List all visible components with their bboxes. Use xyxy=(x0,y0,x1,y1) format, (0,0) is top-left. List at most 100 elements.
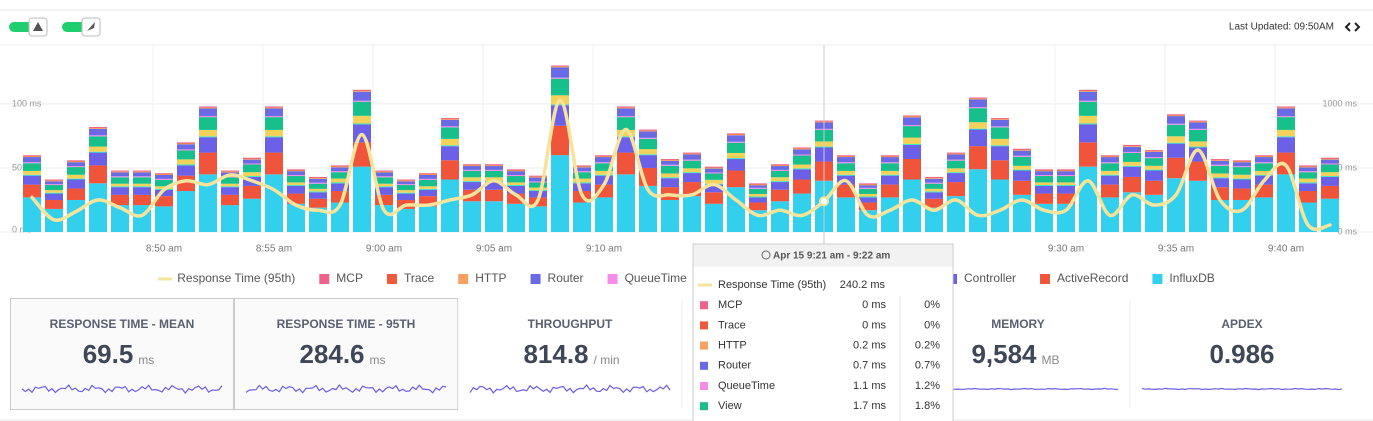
bar-segment xyxy=(595,157,613,163)
bar-segment xyxy=(1101,163,1119,171)
bar-segment xyxy=(1057,171,1075,176)
alert-icon xyxy=(33,22,43,31)
bar-segment xyxy=(1013,155,1031,157)
bar-segment xyxy=(771,169,789,171)
toggle[interactable] xyxy=(9,22,33,32)
bar-segment xyxy=(133,176,151,178)
bar-segment xyxy=(1299,183,1317,192)
bar-segment xyxy=(1101,175,1119,185)
bar-segment xyxy=(1123,176,1141,193)
bar-segment xyxy=(375,194,393,206)
bar-segment xyxy=(881,157,899,163)
sparkline xyxy=(21,384,223,394)
bar-segment xyxy=(771,164,789,166)
bar-segment xyxy=(353,90,371,92)
bar-segment xyxy=(1013,156,1031,166)
bar-segment xyxy=(925,177,943,179)
bar-segment xyxy=(463,177,481,182)
bar-segment xyxy=(727,133,745,135)
bar-segment xyxy=(1233,160,1251,162)
bar-segment xyxy=(1145,170,1163,181)
bar-segment xyxy=(925,207,943,232)
bar-segment xyxy=(551,104,569,106)
x-tick-label: 8:55 am xyxy=(256,244,292,255)
bar-segment xyxy=(1057,169,1075,171)
bar-segment xyxy=(529,190,547,192)
bar-segment xyxy=(1255,174,1273,176)
bar-segment xyxy=(793,147,811,149)
bar-segment xyxy=(969,169,987,232)
bar-segment xyxy=(639,185,657,232)
bar-segment xyxy=(221,176,239,178)
bar-segment xyxy=(705,173,723,180)
bar-segment xyxy=(859,183,877,185)
x-tick-label: 9:10 am xyxy=(586,244,622,255)
bar-segment xyxy=(1123,165,1141,167)
bar-segment xyxy=(837,197,855,232)
bar-segment xyxy=(793,148,811,150)
bar-segment xyxy=(925,178,943,183)
bar-segment xyxy=(485,169,503,171)
bar-segment xyxy=(837,155,855,157)
bar-segment xyxy=(419,173,437,174)
bar-segment xyxy=(639,155,657,168)
bar-segment xyxy=(133,171,151,173)
bar-segment xyxy=(573,166,591,167)
bar-segment xyxy=(221,205,239,232)
bar-segment xyxy=(1013,148,1031,150)
bar-segment xyxy=(529,176,547,178)
bar-segment xyxy=(45,190,63,193)
card-unit: ms xyxy=(370,353,386,367)
bar-segment xyxy=(661,160,679,165)
bar-segment xyxy=(353,142,371,167)
bar-segment xyxy=(265,129,283,137)
bar-segment xyxy=(881,197,899,232)
bar-segment xyxy=(947,168,965,173)
bar-segment xyxy=(331,183,349,192)
bar-segment xyxy=(331,182,349,184)
bar-segment xyxy=(683,160,701,169)
bar-segment xyxy=(485,166,503,170)
bar-segment xyxy=(155,175,173,179)
card-title: APDEX xyxy=(1221,317,1262,331)
toggle[interactable] xyxy=(62,22,86,32)
bar-segment xyxy=(705,203,723,232)
bar-segment xyxy=(925,176,943,178)
bar-segment xyxy=(441,146,459,161)
bar-segment xyxy=(1277,137,1295,153)
bar-segment xyxy=(111,170,129,172)
bar-segment xyxy=(573,202,591,232)
bar-segment xyxy=(23,174,41,176)
bar-segment xyxy=(1233,162,1251,167)
bar-segment xyxy=(661,159,679,161)
bar-segment xyxy=(573,172,591,179)
bar-segment xyxy=(309,207,327,232)
bar-segment xyxy=(287,184,305,186)
bar-segment xyxy=(1167,142,1185,144)
tooltip-value: 1.7 ms xyxy=(853,400,887,412)
bar-segment xyxy=(45,183,63,185)
bar-segment xyxy=(67,166,85,168)
card-value: 9,584 xyxy=(971,339,1037,369)
x-tick-label: 9:05 am xyxy=(476,244,512,255)
bar-segment xyxy=(1013,194,1031,232)
bar-segment xyxy=(1057,185,1075,194)
bar-segment xyxy=(177,164,195,166)
bar-segment xyxy=(947,153,965,155)
bar-segment xyxy=(881,184,899,198)
bar-segment xyxy=(529,177,547,182)
bar-segment xyxy=(595,162,613,164)
bar-segment xyxy=(155,173,173,175)
bar-segment xyxy=(133,187,151,195)
nav-arrows[interactable] xyxy=(1344,22,1361,32)
bar-segment xyxy=(1299,167,1317,172)
bar-segment xyxy=(859,183,877,184)
x-tick-label: 9:35 am xyxy=(1158,244,1194,255)
bar-segment xyxy=(1321,176,1339,186)
bar-segment xyxy=(551,125,569,156)
bar-segment xyxy=(617,106,635,108)
bar-segment xyxy=(441,119,459,120)
bar-segment xyxy=(903,126,921,138)
bar-segment xyxy=(133,194,151,206)
bar-segment xyxy=(309,182,327,184)
